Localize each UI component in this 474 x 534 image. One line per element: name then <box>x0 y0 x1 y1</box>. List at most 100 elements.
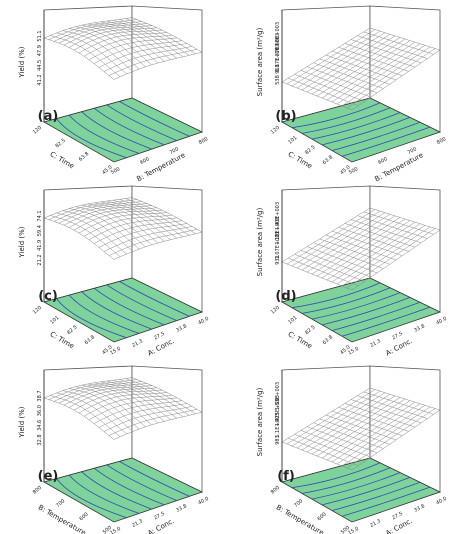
contour-line <box>68 474 140 514</box>
contour-line <box>119 461 190 497</box>
x-tick-label: 101 <box>287 135 298 146</box>
mesh-line <box>338 47 409 72</box>
mesh-line <box>346 48 436 109</box>
y-axis-label: B: Temperature <box>373 151 424 183</box>
contour-floor <box>42 277 204 343</box>
mesh-line <box>83 214 173 237</box>
mesh-line <box>351 219 422 244</box>
mesh-line <box>336 45 426 105</box>
y-tick-label: 33.8 <box>413 323 426 334</box>
y-tick-label: 700 <box>169 146 180 156</box>
x-tick-label: 63.8 <box>322 334 334 346</box>
mesh-line <box>351 39 422 64</box>
x-tick-label: 82.5 <box>304 144 316 156</box>
y-axis-label: A: Conc. <box>146 337 175 358</box>
z-axis-label: Surface area (m²/g) <box>256 207 264 276</box>
mesh-line <box>331 223 421 283</box>
mesh-line <box>326 41 416 101</box>
contour-line <box>106 104 178 141</box>
x-tick-label: 82.5 <box>66 324 78 336</box>
mesh-line <box>363 211 434 235</box>
contour-line <box>311 112 401 140</box>
y-tick-label: 15.0 <box>347 526 360 534</box>
mesh-line <box>106 20 178 59</box>
x-tick-label: 500 <box>102 525 113 534</box>
y-tick-label: 21.3 <box>369 518 382 529</box>
mesh-line <box>338 407 409 432</box>
mesh-line <box>94 382 165 422</box>
contour-lines <box>56 461 190 519</box>
mesh-line <box>363 31 434 55</box>
mesh-line <box>336 225 426 285</box>
mesh-line <box>351 399 422 424</box>
response-surface <box>281 387 441 471</box>
contour-line <box>341 306 431 337</box>
mesh-line <box>351 229 441 291</box>
mesh-line <box>119 199 190 236</box>
contour-floor <box>280 97 442 163</box>
x-tick-label: 45.0 <box>339 164 351 176</box>
z-tick-label: 74.1 <box>37 210 43 221</box>
z-tick-label: 41.2 <box>37 74 43 85</box>
mesh-line <box>338 227 409 252</box>
x-tick-label: 63.8 <box>322 154 334 166</box>
contour-line <box>291 282 381 309</box>
contour-line <box>301 287 391 314</box>
response-surface <box>43 377 203 440</box>
mesh-line <box>351 409 441 471</box>
contour-lines <box>56 101 190 159</box>
mesh-line <box>326 401 416 461</box>
z-tick-label: 1.43E+003 <box>275 202 281 230</box>
z-tick-label: 1.18E+003 <box>275 217 281 245</box>
mesh-line <box>332 410 403 436</box>
x-tick-label: 800 <box>32 485 43 496</box>
mesh-line <box>100 381 171 420</box>
mesh-line <box>336 405 426 465</box>
y-tick-label: 40.0 <box>197 496 210 507</box>
mesh-line <box>125 378 196 415</box>
mesh-line <box>321 400 411 459</box>
mesh-line <box>344 43 415 68</box>
z-tick-label: 1.425E+003 <box>275 395 281 426</box>
mesh-line <box>363 391 434 415</box>
z-tick-label: 51.1 <box>37 30 43 41</box>
y-tick-label: 33.8 <box>413 503 426 514</box>
z-tick-label: 34.6 <box>37 420 43 431</box>
mesh-line <box>83 34 173 57</box>
x-tick-label: 101 <box>287 315 298 326</box>
mesh-line <box>357 395 428 419</box>
mesh-line <box>93 40 183 64</box>
contour-line <box>68 294 140 334</box>
y-axis-label: B: Temperature <box>135 151 186 183</box>
mesh-line <box>87 383 159 424</box>
z-tick-label: 32.8 <box>37 434 43 445</box>
mesh-line <box>351 49 441 111</box>
z-tick-label: 1.1E+003 <box>275 413 281 438</box>
mesh-line <box>103 226 193 252</box>
mesh-line <box>357 215 428 239</box>
z-tick-label: 21.2 <box>37 254 43 265</box>
contour-lines <box>291 282 431 337</box>
mesh-line <box>106 200 178 239</box>
z-axis-label: Yield (%) <box>18 46 26 78</box>
contour-line <box>321 477 411 506</box>
x-tick-label: 120 <box>270 305 281 316</box>
y-tick-label: 40.0 <box>435 316 448 327</box>
mesh-line <box>119 19 190 56</box>
contour-line <box>56 478 127 519</box>
panel-label: (e) <box>38 469 59 484</box>
mesh-line <box>125 18 196 55</box>
y-axis-label: A: Conc. <box>384 517 413 534</box>
panel-label: (c) <box>38 289 58 304</box>
mesh-line <box>94 22 165 62</box>
contour-line <box>68 114 140 154</box>
panel-c: 74.1 59.4 41.9 21.2 Yield (%) (c)120 101 82.5 63… <box>18 185 210 358</box>
mesh-line <box>108 409 198 436</box>
mesh-line <box>113 19 184 58</box>
contour-lines <box>291 102 431 157</box>
y-tick-label: 21.3 <box>131 518 144 529</box>
z-tick-label: 36.0 <box>37 405 43 416</box>
z-tick-label: 538 <box>275 75 281 85</box>
